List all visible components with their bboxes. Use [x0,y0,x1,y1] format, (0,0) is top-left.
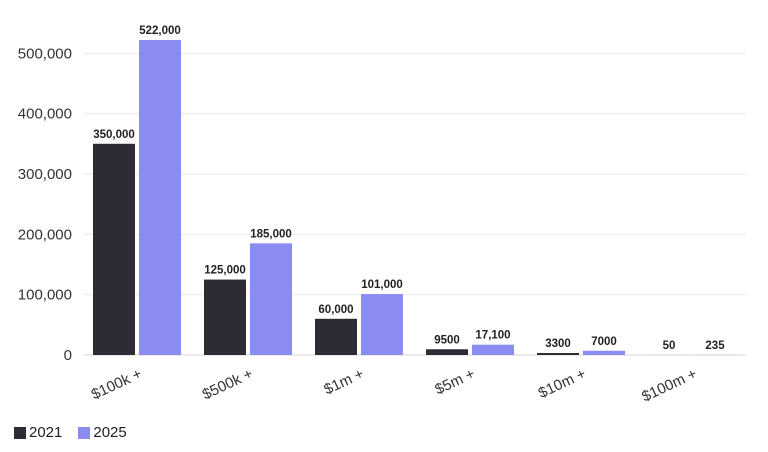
bar-2025 [250,243,292,355]
y-tick-label: 400,000 [18,106,72,123]
legend-label-2025: 2025 [93,424,127,441]
data-label: 9500 [434,334,460,346]
data-label: 3300 [545,338,571,350]
data-label: 7000 [591,336,617,348]
bar-2021 [204,279,246,355]
data-label: 60,000 [318,304,353,316]
y-tick-label: 300,000 [18,166,72,183]
legend-swatch-2025 [78,426,91,439]
y-tick-label: 200,000 [18,226,72,243]
y-tick-label: 100,000 [18,287,72,304]
x-tick-label: $100k + [89,365,145,403]
legend-label-2021: 2021 [29,424,63,441]
legend-swatch-2021 [14,426,26,439]
data-label: 235 [705,340,725,352]
bar-2021 [537,353,579,355]
legend: 2021 2025 [14,424,127,441]
data-label: 125,000 [204,265,246,277]
x-tick-label: $1m + [321,365,367,398]
bar-2021 [93,143,135,355]
legend-item-2021: 2021 [14,424,62,441]
data-label: 185,000 [250,228,292,240]
bar-2025 [583,350,625,355]
data-label: 50 [663,340,676,352]
bar-2021 [315,318,357,355]
data-label: 350,000 [93,129,135,141]
data-label: 522,000 [139,25,181,37]
x-tick-label: $100m + [639,365,700,405]
x-tick-label: $10m + [536,365,589,402]
data-label: 101,000 [361,279,403,291]
y-tick-label: 0 [64,347,72,364]
y-tick-label: 500,000 [18,45,72,62]
bar-2025 [139,40,181,355]
x-tick-label: $5m + [432,365,478,398]
bar-2025 [361,294,403,355]
legend-item-2025: 2025 [78,424,127,441]
bar-2025 [472,344,514,355]
data-label: 17,100 [475,330,510,342]
x-tick-label: $500k + [200,365,256,403]
bar-2021 [426,349,468,355]
